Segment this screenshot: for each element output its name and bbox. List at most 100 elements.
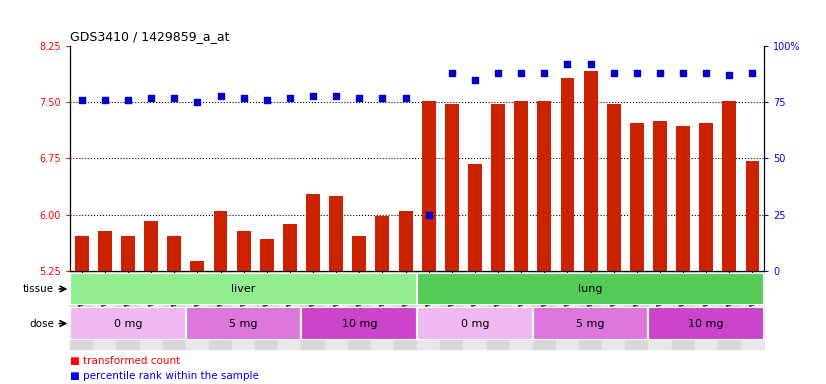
Point [630,70,643,76]
Bar [399,211,412,271]
Point [145,95,158,101]
Point [283,95,297,101]
Bar [648,271,672,349]
Point [515,70,528,76]
Text: 0 mg: 0 mg [461,318,489,329]
Bar [417,271,440,349]
Text: dose: dose [29,318,54,329]
Bar [348,271,371,349]
Bar [422,101,435,271]
Bar [718,271,741,349]
Point [376,95,389,101]
Bar [463,271,487,349]
Bar [163,271,186,349]
Bar [440,271,463,349]
Point [422,212,435,218]
Bar [70,273,417,305]
Bar [116,271,140,349]
Bar [214,211,227,271]
Bar [579,271,602,349]
Point [98,97,112,103]
Bar [330,196,343,271]
Bar [70,307,186,340]
Bar [168,235,181,271]
Point [491,70,505,76]
Bar [746,161,759,271]
Bar [232,271,255,349]
Bar [510,271,533,349]
Text: 10 mg: 10 mg [689,318,724,329]
Bar [676,126,690,271]
Bar [75,235,88,271]
Point [306,93,320,99]
Bar [237,231,250,271]
Bar [584,71,597,271]
Bar [515,101,528,271]
Bar [625,271,648,349]
Bar [145,220,158,271]
Bar [491,104,505,271]
Bar [306,194,320,271]
Point [468,77,482,83]
Bar [487,271,510,349]
Text: GDS3410 / 1429859_a_at: GDS3410 / 1429859_a_at [70,30,230,43]
Point [191,99,204,105]
Bar [741,271,764,349]
Bar [278,271,301,349]
Bar [723,101,736,271]
Bar [533,271,556,349]
Bar [561,78,574,271]
Bar [376,216,389,271]
Bar [695,271,718,349]
Point [607,70,620,76]
Bar [672,271,695,349]
Point [330,93,343,99]
Bar [70,271,93,349]
Bar [301,307,417,340]
Bar [533,307,648,340]
Bar [209,271,232,349]
Bar [417,307,533,340]
Point [168,95,181,101]
Text: tissue: tissue [23,284,54,294]
Bar [353,235,366,271]
Text: liver: liver [231,284,256,294]
Point [353,95,366,101]
Text: 10 mg: 10 mg [342,318,377,329]
Bar [607,104,620,271]
Point [237,95,250,101]
Point [260,97,273,103]
Text: ■ transformed count: ■ transformed count [70,356,180,366]
Bar [602,271,625,349]
Bar [98,231,112,271]
Bar [394,271,417,349]
Text: ■ percentile rank within the sample: ■ percentile rank within the sample [70,371,259,381]
Bar [93,271,116,349]
Bar [648,307,764,340]
Bar [653,121,667,271]
Bar [255,271,278,349]
Bar [191,261,204,271]
Bar [468,164,482,271]
Point [538,70,551,76]
Bar [700,123,713,271]
Bar [445,104,458,271]
Point [75,97,88,103]
Point [746,70,759,76]
Text: 5 mg: 5 mg [577,318,605,329]
Bar [538,101,551,271]
Point [445,70,458,76]
Text: lung: lung [578,284,603,294]
Bar [260,238,273,271]
Point [561,61,574,67]
Bar [630,123,643,271]
Point [214,93,227,99]
Point [653,70,667,76]
Point [584,61,597,67]
Bar [301,271,325,349]
Bar [556,271,579,349]
Point [121,97,135,103]
Bar [186,307,301,340]
Bar [283,223,297,271]
Bar [140,271,163,349]
